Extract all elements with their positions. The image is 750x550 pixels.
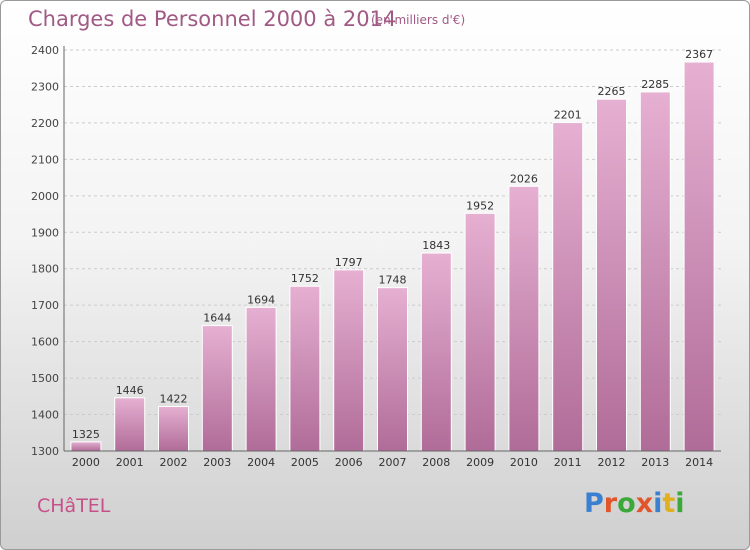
y-tick-label: 1300 xyxy=(31,445,59,458)
x-tick-label: 2003 xyxy=(203,456,231,469)
data-label: 2026 xyxy=(510,172,538,185)
data-label: 1325 xyxy=(72,428,100,441)
x-tick-label: 2014 xyxy=(685,456,713,469)
bar xyxy=(639,91,671,452)
x-tick-label: 2008 xyxy=(422,456,450,469)
bar xyxy=(158,406,189,452)
bar xyxy=(508,185,540,452)
bar xyxy=(683,61,715,452)
chart-subtitle: (en milliers d'€) xyxy=(371,13,466,27)
x-tick-label: 2004 xyxy=(247,456,275,469)
data-label: 1694 xyxy=(247,293,275,306)
y-tick-label: 2400 xyxy=(31,44,59,57)
logo-letter: i xyxy=(675,488,685,519)
axes: 1300 1400 1500 1600 1700 1800 1900 2000 2100 2200… xyxy=(31,44,721,469)
x-tick-label: 2009 xyxy=(466,456,494,469)
data-label: 2367 xyxy=(685,48,713,61)
commune-name: CHâTEL xyxy=(37,495,111,517)
data-label: 1422 xyxy=(160,393,188,406)
bar xyxy=(70,441,102,452)
x-tick-label: 2001 xyxy=(116,456,144,469)
y-tick-label: 1700 xyxy=(31,299,59,312)
x-tick-label: 2007 xyxy=(379,456,407,469)
y-tick-label: 1600 xyxy=(31,336,59,349)
x-tick-label: 2013 xyxy=(641,456,669,469)
chart-title: Charges de Personnel 2000 à 2014 xyxy=(28,7,397,31)
x-tick-label: 2005 xyxy=(291,456,319,469)
bar xyxy=(420,252,452,452)
data-label: 2201 xyxy=(554,109,582,122)
logo-letter: t xyxy=(662,488,676,519)
bars: 1325 1446 1422 1644 1694 1752 1797 1748 1843 1952… xyxy=(70,48,715,452)
data-label: 1797 xyxy=(335,256,363,269)
x-tick-label: 2012 xyxy=(598,456,626,469)
y-tick-label: 2100 xyxy=(31,153,59,166)
data-label: 2285 xyxy=(641,78,669,91)
x-tick-label: 2010 xyxy=(510,456,538,469)
data-label: 2265 xyxy=(598,85,626,98)
x-tick-label: 2002 xyxy=(160,456,188,469)
bar xyxy=(552,122,584,452)
y-tick-label: 2300 xyxy=(31,80,59,93)
y-tick-label: 2200 xyxy=(31,117,59,130)
proxiti-logo: Proxiti xyxy=(584,488,685,519)
logo-letter: P xyxy=(584,488,604,519)
logo-letter: r xyxy=(603,488,618,519)
data-label: 1446 xyxy=(116,384,144,397)
bar xyxy=(596,98,627,452)
data-label: 1752 xyxy=(291,272,319,285)
y-tick-label: 1900 xyxy=(31,226,59,239)
y-tick-label: 1400 xyxy=(31,409,59,422)
bar xyxy=(464,212,496,452)
y-tick-label: 1500 xyxy=(31,372,59,385)
bar xyxy=(289,285,321,452)
y-tick-label: 2000 xyxy=(31,190,59,203)
x-tick-label: 2006 xyxy=(335,456,363,469)
x-tick-label: 2000 xyxy=(72,456,100,469)
logo-letter: x xyxy=(635,488,654,519)
bar xyxy=(114,397,146,452)
data-label: 1843 xyxy=(422,239,450,252)
data-label: 1748 xyxy=(379,274,407,287)
bar xyxy=(245,306,277,452)
bar xyxy=(201,325,233,452)
data-label: 1644 xyxy=(203,312,231,325)
bar xyxy=(333,269,365,452)
logo-letter: o xyxy=(617,488,636,519)
y-tick-label: 1800 xyxy=(31,263,59,276)
x-tick-label: 2011 xyxy=(554,456,582,469)
bar xyxy=(377,287,408,452)
data-label: 1952 xyxy=(466,199,494,212)
logo-letter: i xyxy=(653,488,663,519)
